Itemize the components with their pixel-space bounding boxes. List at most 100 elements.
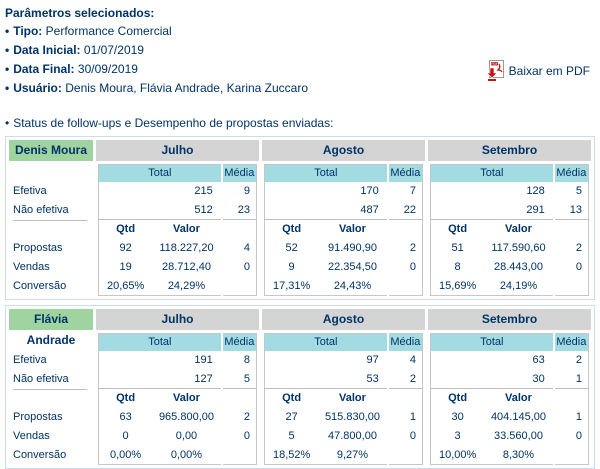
row-label-efetiva: Efetiva (13, 185, 47, 197)
user-name-header: Denis Moura (9, 140, 93, 161)
propostas-media-cell: 2 (220, 407, 257, 427)
efetiva-total-cell: 63 (532, 354, 545, 366)
row-labels-column: Efetiva Não efetiva Propostas Vendas Con… (9, 162, 93, 296)
param-data-final: • Data Final: 30/09/2019 (5, 62, 595, 77)
vendas-qtd-cell: 8 (454, 261, 461, 273)
propostas-media-cell: 4 (220, 238, 257, 258)
propostas-media-cell: 2 (386, 238, 423, 258)
vendas-valor-cell: 28.712,40 (162, 261, 211, 273)
propostas-valor-cell: 965.800,00 (158, 411, 214, 423)
nao-efetiva-total-cell: 487 (360, 203, 379, 216)
row-label-nao-efetiva: Não efetiva (13, 373, 69, 385)
propostas-qtd-cell: 63 (119, 411, 132, 423)
month-panel-julho: Total Média 215 9 512 23 Qtd Valor 92 118.227… (96, 162, 259, 296)
media-header: Média (220, 164, 257, 182)
conversao-valor-cell: 0,00% (170, 448, 203, 461)
month-header-julho: Julho (96, 140, 259, 161)
vendas-media-cell: 0 (220, 257, 257, 277)
month-panel-setembro: Total Média 128 5 291 13 Qtd Valor 51 117.590… (428, 162, 591, 296)
conversao-valor-cell: 24,43% (333, 279, 372, 292)
table-header-row: Denis Moura Julho Agosto Setembro (9, 140, 591, 161)
download-pdf-label: Baixar em PDF (508, 63, 590, 78)
section-title: • Status de follow-ups e Desempenho de pr… (5, 116, 334, 130)
conversao-qtd-cell: 0,00% (110, 448, 142, 461)
conversao-valor-cell: 24,19% (499, 279, 538, 292)
row-label-efetiva: Efetiva (13, 354, 47, 366)
propostas-valor-cell: 404.145,00 (490, 411, 546, 423)
label-separator (13, 389, 93, 408)
vendas-media-cell: 0 (386, 426, 423, 446)
nao-efetiva-total-cell: 512 (194, 203, 213, 216)
media-header: Média (220, 333, 257, 351)
nao-efetiva-total-cell: 127 (194, 372, 213, 385)
nao-efetiva-media-cell: 2 (386, 369, 423, 389)
table-header-row: Flávia Andrade Julho Agosto Setembro (9, 309, 591, 347)
vendas-qtd-cell: 3 (454, 430, 461, 442)
efetiva-media-cell: 9 (220, 181, 257, 201)
conversao-qtd-cell: 18,52% (272, 448, 311, 461)
nao-efetiva-total-cell: 291 (526, 203, 545, 216)
month-subtable: Total Média 191 8 127 5 Qtd Valor 63 965.800,… (98, 333, 257, 465)
vendas-valor-cell: 33.560,00 (494, 430, 543, 442)
valor-header: Valor (484, 219, 554, 239)
vendas-valor-cell: 0,00 (175, 430, 198, 442)
nao-efetiva-total-cell: 30 (532, 372, 545, 385)
row-label-nao-efetiva: Não efetiva (13, 204, 69, 216)
efetiva-total-cell: 215 (194, 185, 213, 197)
conversao-qtd-cell: 20,65% (106, 279, 145, 292)
month-subtable: Total Média 63 2 30 1 Qtd Valor 30 404.145,00… (430, 333, 589, 465)
conversao-valor-cell: 8,30% (502, 448, 535, 461)
param-data-inicial: • Data Inicial: 01/07/2019 (5, 43, 595, 58)
media-header: Média (386, 333, 423, 351)
user-name-header: Flávia Andrade (9, 309, 93, 347)
month-header-setembro: Setembro (428, 140, 591, 161)
svg-text:PDF: PDF (491, 62, 497, 66)
vendas-valor-cell: 28.443,00 (494, 261, 543, 273)
param-label: Data Inicial: (13, 43, 81, 57)
propostas-qtd-cell: 51 (451, 242, 464, 254)
qtd-header: Qtd (430, 388, 485, 408)
efetiva-media-cell: 2 (552, 350, 589, 370)
param-label: Usuário: (13, 81, 62, 95)
propostas-valor-cell: 118.227,20 (159, 242, 214, 254)
total-header: Total (264, 333, 388, 351)
nao-efetiva-media-cell: 22 (386, 200, 423, 220)
media-header: Média (386, 164, 423, 182)
efetiva-media-cell: 4 (386, 350, 423, 370)
month-panel-julho: Total Média 191 8 127 5 Qtd Valor 63 965.800,… (96, 331, 259, 465)
vendas-media-cell: 0 (386, 257, 423, 277)
efetiva-total-cell: 191 (194, 354, 213, 366)
row-label-vendas: Vendas (13, 430, 50, 442)
row-label-propostas: Propostas (13, 411, 63, 423)
month-panel-agosto: Total Média 170 7 487 22 Qtd Valor 52 91.490,… (262, 162, 425, 296)
month-subtable: Total Média 97 4 53 2 Qtd Valor 27 515.830,00… (264, 333, 423, 465)
conversao-qtd-cell: 17,31% (272, 279, 311, 292)
vendas-qtd-cell: 9 (288, 261, 295, 273)
propostas-valor-cell: 117.590,60 (491, 242, 546, 254)
qtd-header: Qtd (264, 388, 319, 408)
qtd-header: Qtd (430, 219, 485, 239)
vendas-qtd-cell: 5 (288, 430, 295, 442)
propostas-qtd-cell: 27 (285, 411, 298, 423)
param-value: Denis Moura, Flávia Andrade, Karina Zucc… (65, 81, 309, 95)
bullet-icon: • (5, 62, 10, 76)
nao-efetiva-media-cell: 23 (220, 200, 257, 220)
bullet-icon: • (5, 43, 10, 57)
conversao-valor-cell: 24,29% (167, 279, 206, 292)
param-value: Performance Comercial (45, 24, 172, 38)
param-value: 01/07/2019 (83, 43, 144, 57)
vendas-valor-cell: 22.354,50 (328, 261, 377, 273)
vendas-valor-cell: 47.800,00 (328, 430, 377, 442)
nao-efetiva-media-cell: 1 (552, 369, 589, 389)
row-label-vendas: Vendas (13, 261, 50, 273)
media-header: Média (552, 164, 589, 182)
download-pdf-link[interactable]: PDF Baixar em PDF (485, 60, 590, 81)
efetiva-media-cell: 5 (552, 181, 589, 201)
bullet-icon: • (5, 81, 10, 95)
conversao-valor-cell: 9,27% (336, 448, 369, 461)
nao-efetiva-total-cell: 53 (366, 372, 379, 385)
user-report-table-flavia-andrade: Flávia Andrade Julho Agosto Setembro Efe… (5, 305, 595, 469)
vendas-qtd-cell: 19 (119, 261, 132, 273)
month-header-agosto: Agosto (262, 140, 425, 161)
